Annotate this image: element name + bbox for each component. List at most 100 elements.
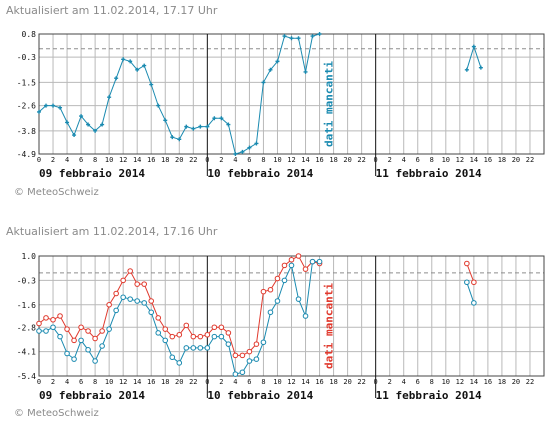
chart-1-copyright: © MeteoSchweiz [14, 187, 99, 198]
x-tick-label: 4 [65, 156, 69, 164]
x-tick-label: 18 [161, 378, 169, 386]
x-tick-label: 10 [442, 156, 450, 164]
data-point [204, 345, 211, 351]
data-point [170, 135, 175, 140]
data-point [225, 330, 232, 336]
data-point [65, 120, 70, 125]
data-point [36, 328, 42, 334]
x-tick-label: 16 [315, 156, 323, 164]
x-tick-label: 14 [470, 378, 478, 386]
data-point [127, 296, 133, 302]
data-point [274, 275, 281, 282]
data-point [191, 126, 196, 131]
data-point [149, 82, 154, 87]
x-tick-label: 4 [402, 156, 406, 164]
x-tick-label: 12 [119, 378, 127, 386]
data-point [134, 281, 140, 287]
plot-frame [38, 255, 545, 377]
data-point [260, 288, 267, 295]
x-tick-label: 20 [175, 378, 183, 386]
x-tick-label: 22 [189, 156, 197, 164]
data-point [225, 341, 232, 347]
data-point [162, 326, 169, 332]
x-tick-label: 6 [79, 156, 83, 164]
data-point [156, 103, 161, 108]
y-tick-label: -0.3 [17, 276, 36, 285]
data-point [128, 59, 133, 64]
data-point [310, 34, 315, 39]
data-point [127, 268, 133, 274]
x-tick-label: 6 [416, 156, 420, 164]
data-point [50, 316, 56, 323]
data-point [232, 371, 239, 377]
data-point [113, 290, 119, 297]
data-point [211, 333, 218, 340]
x-tick-label: 4 [402, 378, 406, 386]
x-tick-label: 6 [247, 378, 251, 386]
data-point [57, 313, 63, 319]
x-tick-label: 8 [261, 378, 265, 386]
day-label: 11 febbraio 2014 [376, 389, 482, 402]
x-tick-label: 16 [484, 156, 492, 164]
data-point [471, 279, 477, 286]
data-point [51, 103, 56, 108]
x-tick-label: 0 [205, 156, 209, 164]
data-point [281, 262, 288, 269]
x-tick-label: 6 [79, 378, 83, 386]
data-point [226, 122, 231, 127]
data-point [253, 341, 260, 347]
x-tick-label: 12 [287, 156, 295, 164]
data-point [246, 348, 253, 355]
y-tick-label: -1.5 [17, 78, 36, 87]
x-tick-label: 12 [287, 378, 295, 386]
data-point [289, 36, 294, 41]
x-tick-label: 8 [430, 156, 434, 164]
data-point [239, 369, 246, 376]
day-label: 10 febbraio 2014 [207, 167, 313, 180]
data-point [64, 326, 70, 332]
data-point [240, 149, 245, 154]
data-point [296, 36, 301, 41]
x-tick-label: 12 [456, 156, 464, 164]
data-point [141, 300, 148, 306]
data-point [219, 116, 224, 121]
data-point [183, 345, 190, 351]
x-tick-label: 10 [442, 378, 450, 386]
data-point [205, 124, 210, 129]
data-point [247, 145, 252, 150]
data-point [295, 253, 302, 259]
data-point [260, 339, 267, 346]
chart-2-update-header: Aktualisiert am 11.02.2014, 17.16 Uhr [6, 225, 218, 238]
data-point [184, 124, 189, 129]
data-point [464, 67, 469, 72]
missing-data-label: dati mancanti [323, 283, 336, 369]
y-tick-label: -5.4 [17, 372, 36, 381]
data-point [282, 34, 287, 39]
x-tick-label: 0 [205, 378, 209, 386]
y-tick-label: 0.8 [22, 30, 37, 39]
x-tick-label: 18 [498, 156, 506, 164]
x-tick-label: 20 [175, 156, 183, 164]
data-point [198, 124, 203, 129]
x-tick-label: 2 [219, 156, 223, 164]
x-tick-label: 12 [456, 378, 464, 386]
x-tick-label: 0 [37, 156, 41, 164]
data-point [134, 298, 140, 304]
x-tick-label: 22 [357, 156, 365, 164]
x-tick-label: 18 [329, 378, 337, 386]
data-point [281, 277, 288, 284]
data-point [212, 116, 217, 121]
day-label: 09 febbraio 2014 [39, 167, 145, 180]
x-tick-label: 20 [512, 156, 520, 164]
data-point [177, 137, 182, 142]
data-point [275, 59, 280, 64]
chart-1-svg: 0.8-0.3-1.5-2.6-3.8-4.90 2 4 6 8 10 12 14 16 18 20… [17, 30, 545, 180]
data-point [176, 331, 183, 338]
x-tick-label: 10 [273, 378, 281, 386]
data-point [37, 109, 41, 114]
data-point [274, 298, 281, 304]
data-point [106, 326, 112, 332]
x-tick-label: 10 [273, 156, 281, 164]
data-point [246, 358, 253, 364]
